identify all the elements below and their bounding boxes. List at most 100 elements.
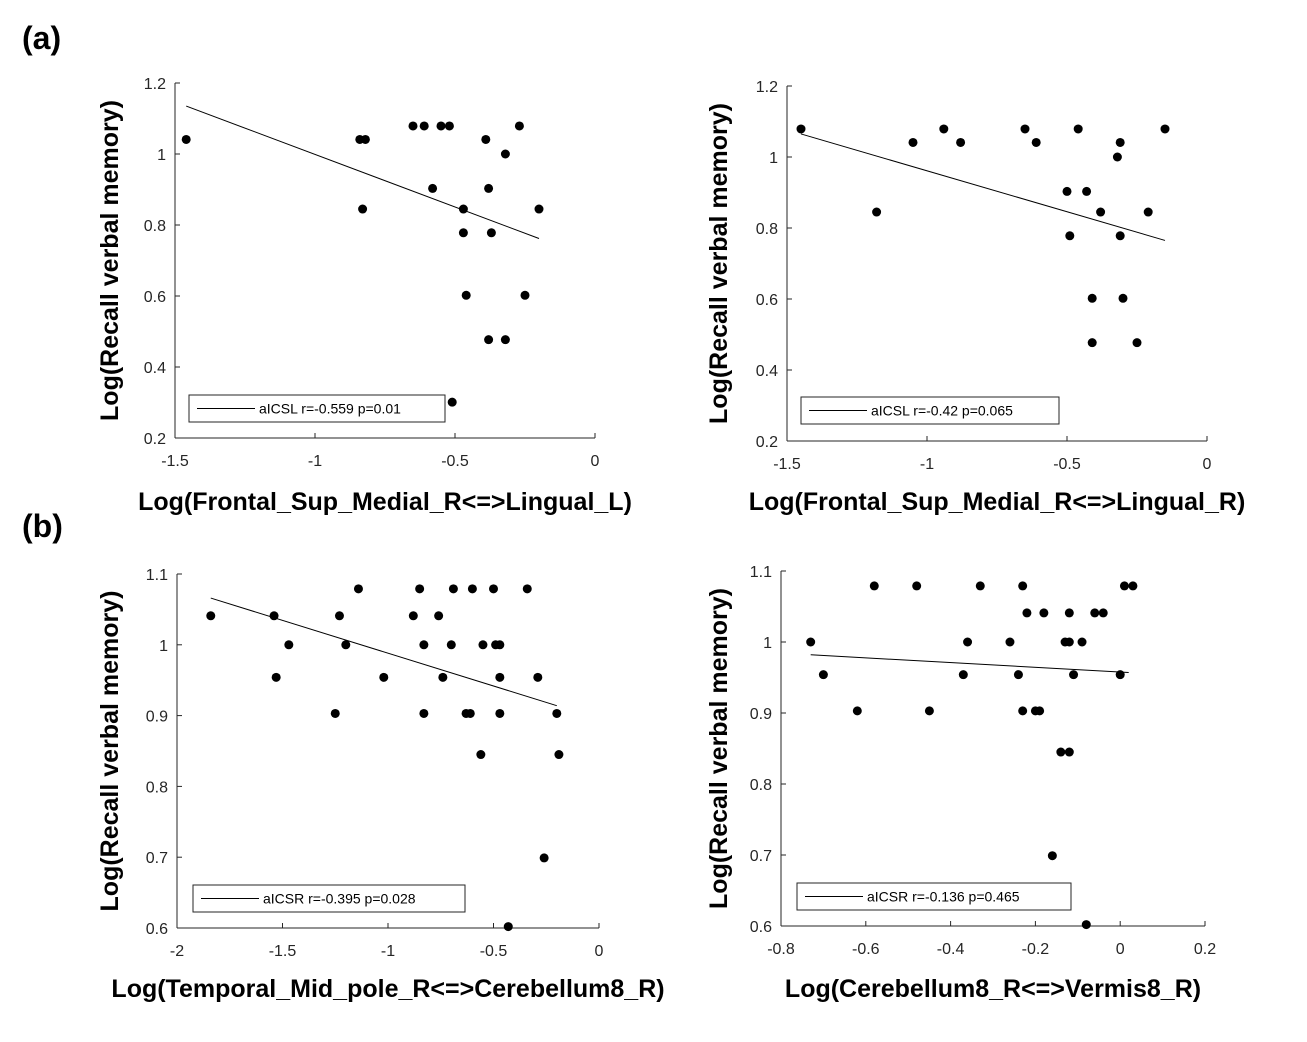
data-point: [1018, 706, 1028, 716]
data-point: [1035, 706, 1045, 716]
data-point: [447, 397, 457, 407]
data-point: [461, 290, 471, 300]
x-tick-label: 0: [1116, 941, 1125, 958]
data-point: [448, 584, 458, 594]
data-point: [1064, 637, 1074, 647]
data-point: [1062, 186, 1072, 196]
data-point: [419, 640, 429, 650]
y-tick-label: 1: [769, 150, 778, 167]
data-point: [1069, 670, 1079, 680]
data-point: [939, 124, 949, 134]
data-point: [1087, 338, 1097, 348]
data-point: [1064, 747, 1074, 757]
legend-label: aICSL r=-0.42 p=0.065: [871, 403, 1013, 419]
data-point: [484, 183, 494, 193]
data-point: [514, 121, 524, 131]
data-point: [1020, 124, 1030, 134]
legend-label: aICSL r=-0.559 p=0.01: [259, 401, 401, 417]
data-point: [379, 672, 389, 682]
data-point: [533, 672, 543, 682]
data-point: [446, 640, 456, 650]
data-point: [1115, 231, 1125, 241]
data-point: [495, 708, 505, 718]
regression-line: [800, 133, 1166, 241]
data-point: [912, 581, 922, 591]
data-point: [869, 581, 879, 591]
data-point: [419, 708, 429, 718]
data-point: [330, 708, 340, 718]
data-point: [552, 708, 562, 718]
data-point: [434, 611, 444, 621]
x-tick-label: 0: [595, 943, 604, 960]
data-point: [465, 708, 475, 718]
x-tick-label: -0.2: [1022, 941, 1050, 958]
data-point: [1056, 747, 1066, 757]
y-tick-label: 0.2: [144, 431, 166, 448]
data-point: [1118, 293, 1128, 303]
x-tick-label: 0.2: [1194, 941, 1216, 958]
data-point: [1115, 670, 1125, 680]
regression-line: [186, 105, 540, 239]
data-point: [269, 611, 279, 621]
x-tick-label: -0.4: [937, 941, 965, 958]
x-tick-label: -0.5: [1053, 456, 1081, 473]
data-point: [1112, 152, 1122, 162]
data-point: [520, 290, 530, 300]
data-point: [963, 637, 973, 647]
x-axis-title: Log(Temporal_Mid_pole_R<=>Cerebellum8_R): [111, 975, 664, 1003]
x-tick-label: -0.5: [480, 943, 508, 960]
y-tick-label: 1.2: [756, 79, 778, 96]
data-point: [271, 672, 281, 682]
x-tick-label: -1.5: [269, 943, 297, 960]
y-axis-title: Log(Recall verbal memory): [705, 588, 733, 909]
y-tick-label: 1.1: [146, 567, 168, 584]
data-point: [1077, 637, 1087, 647]
x-tick-label: -1: [308, 453, 322, 470]
data-point: [458, 204, 468, 214]
data-point: [436, 121, 446, 131]
data-point: [975, 581, 985, 591]
data-point: [1047, 851, 1057, 861]
data-point: [1082, 186, 1092, 196]
scatter-plot-1: -1.5 -1 -0.5 0 0.2 0.4 0.6 0.8 1 1.2 aICSL r=-0.55…: [96, 76, 632, 516]
data-point: [852, 706, 862, 716]
data-point: [1098, 608, 1108, 618]
y-tick-label: 0.4: [144, 360, 166, 377]
x-tick-label: -1.5: [773, 456, 801, 473]
data-point: [1119, 581, 1129, 591]
data-point: [181, 134, 191, 144]
scatter-plot-2: -1.5 -1 -0.5 0 0.2 0.4 0.6 0.8 1 1.2 aICSL r=-0.42…: [705, 79, 1245, 516]
x-tick-label: -1: [381, 943, 395, 960]
data-point: [956, 137, 966, 147]
data-point: [500, 149, 510, 159]
y-tick-label: 0.7: [750, 848, 772, 865]
data-point: [360, 134, 370, 144]
data-point: [554, 750, 564, 760]
data-point: [438, 672, 448, 682]
data-point: [924, 706, 934, 716]
panel-label-a: (a): [22, 20, 62, 56]
data-point: [353, 584, 363, 594]
y-axis-title: Log(Recall verbal memory): [96, 100, 124, 421]
y-tick-label: 1: [763, 635, 772, 652]
legend-label: aICSR r=-0.395 p=0.028: [263, 891, 416, 907]
data-point: [534, 204, 544, 214]
data-point: [484, 335, 494, 345]
data-point: [458, 228, 468, 238]
data-point: [806, 637, 816, 647]
data-point: [1115, 137, 1125, 147]
y-tick-label: 0.2: [756, 434, 778, 451]
data-point: [334, 611, 344, 621]
data-point: [486, 228, 496, 238]
data-point: [489, 584, 498, 594]
scatter-plot-3: -2 -1.5 -1 -0.5 0 0.6 0.7 0.8 0.9 1 1.1 aICSR r=-0.…: [96, 567, 665, 1003]
data-point: [1143, 207, 1153, 217]
data-point: [1031, 137, 1041, 147]
x-tick-label: -1.5: [161, 453, 189, 470]
data-point: [1096, 207, 1106, 217]
data-point: [958, 670, 968, 680]
y-tick-label: 0.9: [146, 709, 168, 726]
data-point: [1073, 124, 1083, 134]
data-point: [539, 853, 549, 863]
